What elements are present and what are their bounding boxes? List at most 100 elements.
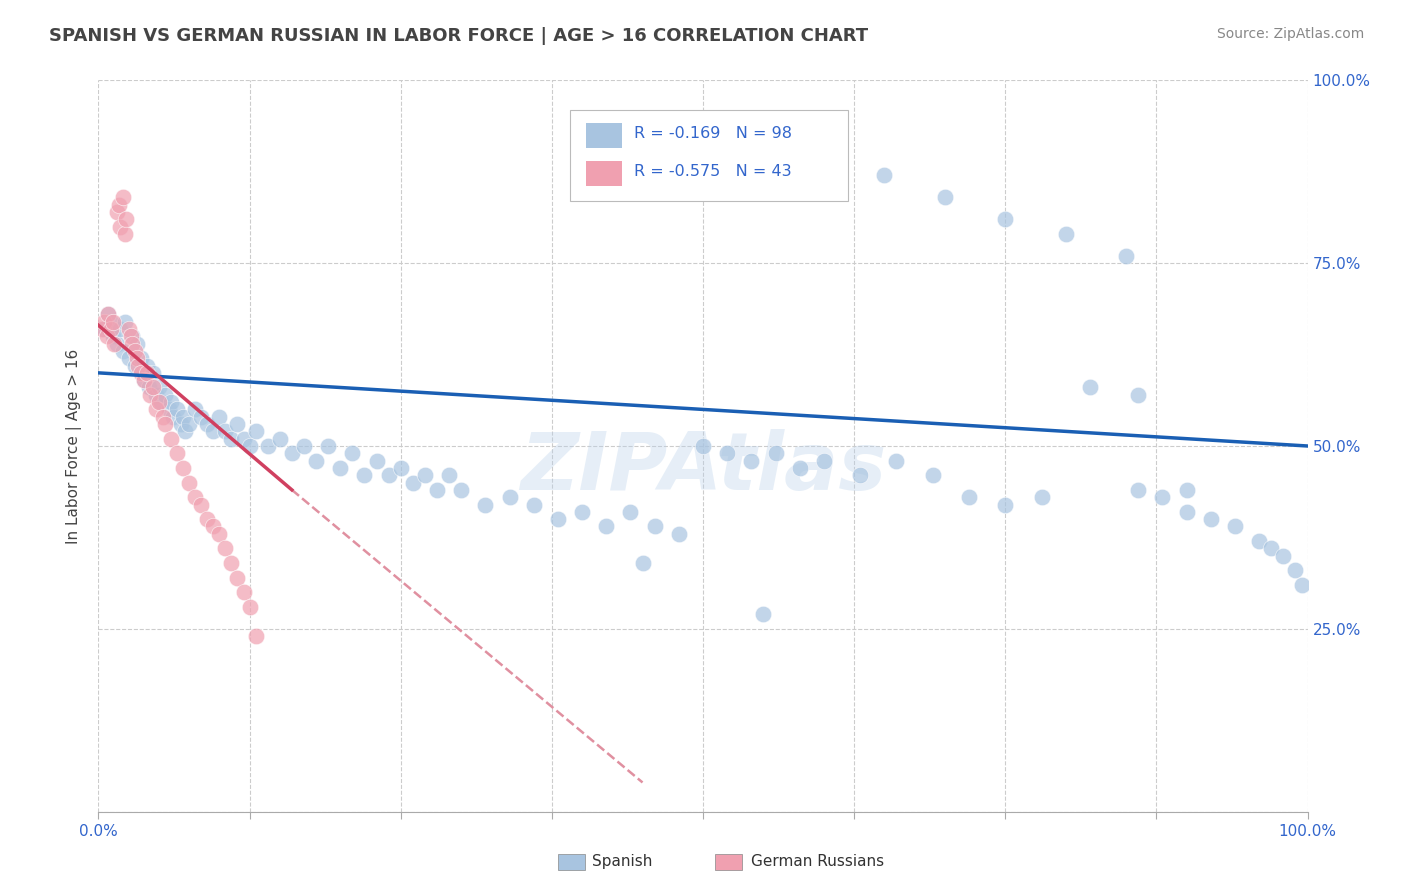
Point	[239, 599, 262, 614]
Point	[127, 351, 149, 366]
Point	[153, 388, 176, 402]
Text: R = -0.169   N = 98: R = -0.169 N = 98	[634, 126, 792, 141]
Point	[152, 409, 174, 424]
Point	[169, 417, 191, 431]
Point	[121, 336, 143, 351]
Point	[108, 322, 131, 336]
Point	[226, 417, 249, 431]
Point	[644, 519, 666, 533]
Point	[813, 453, 835, 467]
Point	[134, 373, 156, 387]
Point	[208, 409, 231, 424]
Point	[1031, 490, 1053, 504]
Point	[160, 432, 183, 446]
Point	[96, 329, 118, 343]
Point	[108, 197, 131, 211]
Point	[202, 425, 225, 439]
Point	[239, 439, 262, 453]
Point	[195, 512, 218, 526]
Point	[1272, 549, 1295, 563]
FancyBboxPatch shape	[558, 855, 585, 871]
Point	[281, 446, 304, 460]
Point	[256, 439, 278, 453]
Point	[114, 227, 136, 241]
Point	[1199, 512, 1222, 526]
Point	[190, 409, 212, 424]
Point	[692, 439, 714, 453]
Point	[377, 468, 399, 483]
Point	[129, 366, 152, 380]
Point	[124, 343, 146, 358]
FancyBboxPatch shape	[716, 855, 742, 871]
Point	[402, 475, 425, 490]
Point	[100, 315, 122, 329]
Point	[127, 359, 149, 373]
Point	[1078, 380, 1101, 394]
Text: ZIPAtlas: ZIPAtlas	[520, 429, 886, 507]
FancyBboxPatch shape	[586, 123, 621, 148]
Point	[150, 395, 173, 409]
Point	[342, 446, 364, 460]
Point	[245, 425, 267, 439]
Point	[135, 359, 157, 373]
Point	[886, 453, 908, 467]
Point	[184, 402, 207, 417]
Point	[148, 380, 170, 394]
Point	[316, 439, 339, 453]
Point	[145, 388, 167, 402]
Point	[103, 336, 125, 351]
Point	[145, 402, 167, 417]
Point	[172, 409, 194, 424]
Point	[157, 402, 180, 417]
Point	[1152, 490, 1174, 504]
Point	[226, 571, 249, 585]
Point	[716, 446, 738, 460]
Point	[162, 409, 184, 424]
Point	[752, 607, 775, 622]
Point	[214, 425, 236, 439]
Point	[105, 205, 128, 219]
Point	[498, 490, 520, 504]
Point	[111, 190, 134, 204]
Point	[245, 629, 267, 643]
Point	[93, 322, 115, 336]
Point	[120, 329, 142, 343]
Point	[101, 329, 124, 343]
Point	[957, 490, 980, 504]
Point	[619, 505, 641, 519]
Point	[1291, 578, 1313, 592]
Point	[111, 343, 134, 358]
Point	[148, 395, 170, 409]
FancyBboxPatch shape	[586, 161, 621, 186]
Point	[389, 461, 412, 475]
Point	[93, 315, 115, 329]
Point	[100, 322, 122, 336]
Point	[1284, 563, 1306, 577]
Text: Source: ZipAtlas.com: Source: ZipAtlas.com	[1216, 27, 1364, 41]
Point	[129, 351, 152, 366]
Point	[631, 556, 654, 570]
Point	[1128, 483, 1150, 497]
Point	[523, 498, 546, 512]
Point	[118, 322, 141, 336]
Point	[91, 322, 114, 336]
Point	[139, 388, 162, 402]
Point	[437, 468, 460, 483]
Point	[232, 585, 254, 599]
Point	[105, 336, 128, 351]
Point	[305, 453, 328, 467]
Text: R = -0.575   N = 43: R = -0.575 N = 43	[634, 164, 792, 179]
Point	[195, 417, 218, 431]
Point	[214, 541, 236, 556]
Point	[108, 219, 131, 234]
Point	[474, 498, 496, 512]
Point	[765, 446, 787, 460]
Point	[142, 380, 165, 394]
Point	[115, 212, 138, 227]
Point	[1128, 388, 1150, 402]
FancyBboxPatch shape	[569, 110, 848, 201]
Point	[232, 432, 254, 446]
Point	[118, 351, 141, 366]
Point	[174, 425, 197, 439]
Point	[668, 526, 690, 541]
